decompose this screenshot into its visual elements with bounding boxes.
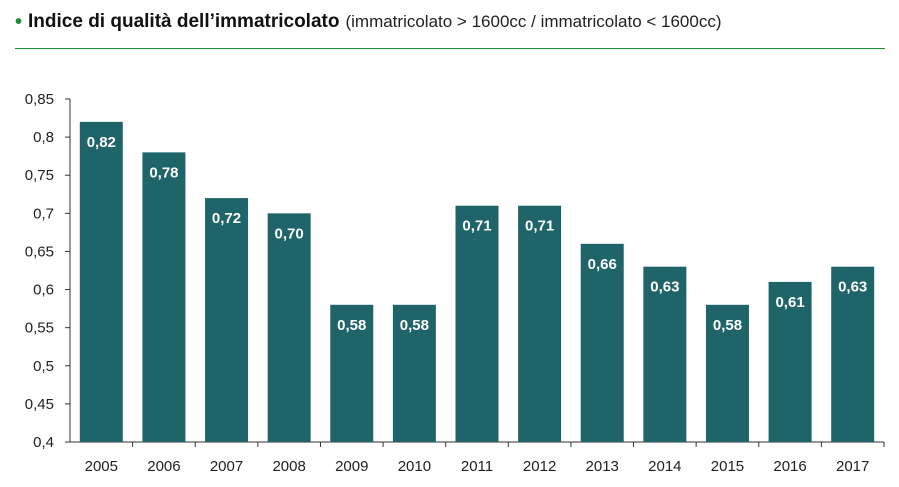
x-tick-label: 2009 (335, 458, 368, 475)
x-tick-label: 2013 (586, 458, 619, 475)
bar (455, 205, 499, 442)
bar-value-label: 0,61 (775, 294, 804, 311)
x-tick-label: 2010 (398, 458, 431, 475)
bar (831, 266, 875, 442)
y-tick-label: 0,75 (25, 167, 54, 184)
y-tick-label: 0,8 (33, 129, 54, 146)
y-tick-label: 0,4 (33, 434, 54, 451)
y-tick-label: 0,55 (25, 320, 54, 337)
bar-value-label: 0,58 (400, 317, 429, 334)
bar (330, 304, 374, 442)
bar-value-label: 0,71 (462, 218, 491, 235)
y-tick-label: 0,5 (33, 358, 54, 375)
bar (392, 304, 436, 442)
bar-value-label: 0,78 (149, 164, 178, 181)
chart-title: Indice di qualità dell’immatricolato (28, 11, 340, 32)
bar (79, 121, 123, 442)
y-tick-label: 0,45 (25, 396, 54, 413)
x-tick-label: 2016 (773, 458, 806, 475)
chart-subtitle: (immatricolato > 1600cc / immatricolato … (345, 12, 722, 31)
x-tick-label: 2007 (210, 458, 243, 475)
bar (768, 281, 812, 442)
x-tick-label: 2015 (711, 458, 744, 475)
chart-header: • Indice di qualità dell’immatricolato (… (15, 8, 722, 36)
bullet-icon: • (15, 11, 23, 33)
bar (643, 266, 687, 442)
bar (205, 198, 249, 442)
x-tick-label: 2006 (147, 458, 180, 475)
bar-value-label: 0,72 (212, 210, 241, 227)
y-tick-label: 0,65 (25, 243, 54, 260)
x-tick-label: 2008 (272, 458, 305, 475)
x-tick-label: 2011 (461, 458, 493, 475)
bar (580, 243, 624, 442)
x-tick-label: 2005 (85, 458, 118, 475)
bar-value-label: 0,58 (713, 317, 742, 334)
bar-value-label: 0,63 (838, 279, 867, 296)
bar-value-label: 0,70 (275, 225, 304, 242)
bar-value-label: 0,58 (337, 317, 366, 334)
bar-value-label: 0,66 (588, 256, 617, 273)
x-tick-label: 2017 (836, 458, 869, 475)
header-divider (15, 48, 885, 49)
bar-value-label: 0,82 (87, 134, 116, 151)
y-tick-label: 0,85 (25, 91, 54, 108)
x-tick-label: 2014 (648, 458, 681, 475)
bar-value-label: 0,63 (650, 279, 679, 296)
x-tick-label: 2012 (523, 458, 556, 475)
bar (705, 304, 749, 442)
bar (142, 152, 186, 442)
bar-value-label: 0,71 (525, 218, 554, 235)
y-tick-label: 0,7 (33, 205, 54, 222)
bar (267, 213, 311, 442)
y-tick-label: 0,6 (33, 282, 54, 299)
bar (518, 205, 562, 442)
